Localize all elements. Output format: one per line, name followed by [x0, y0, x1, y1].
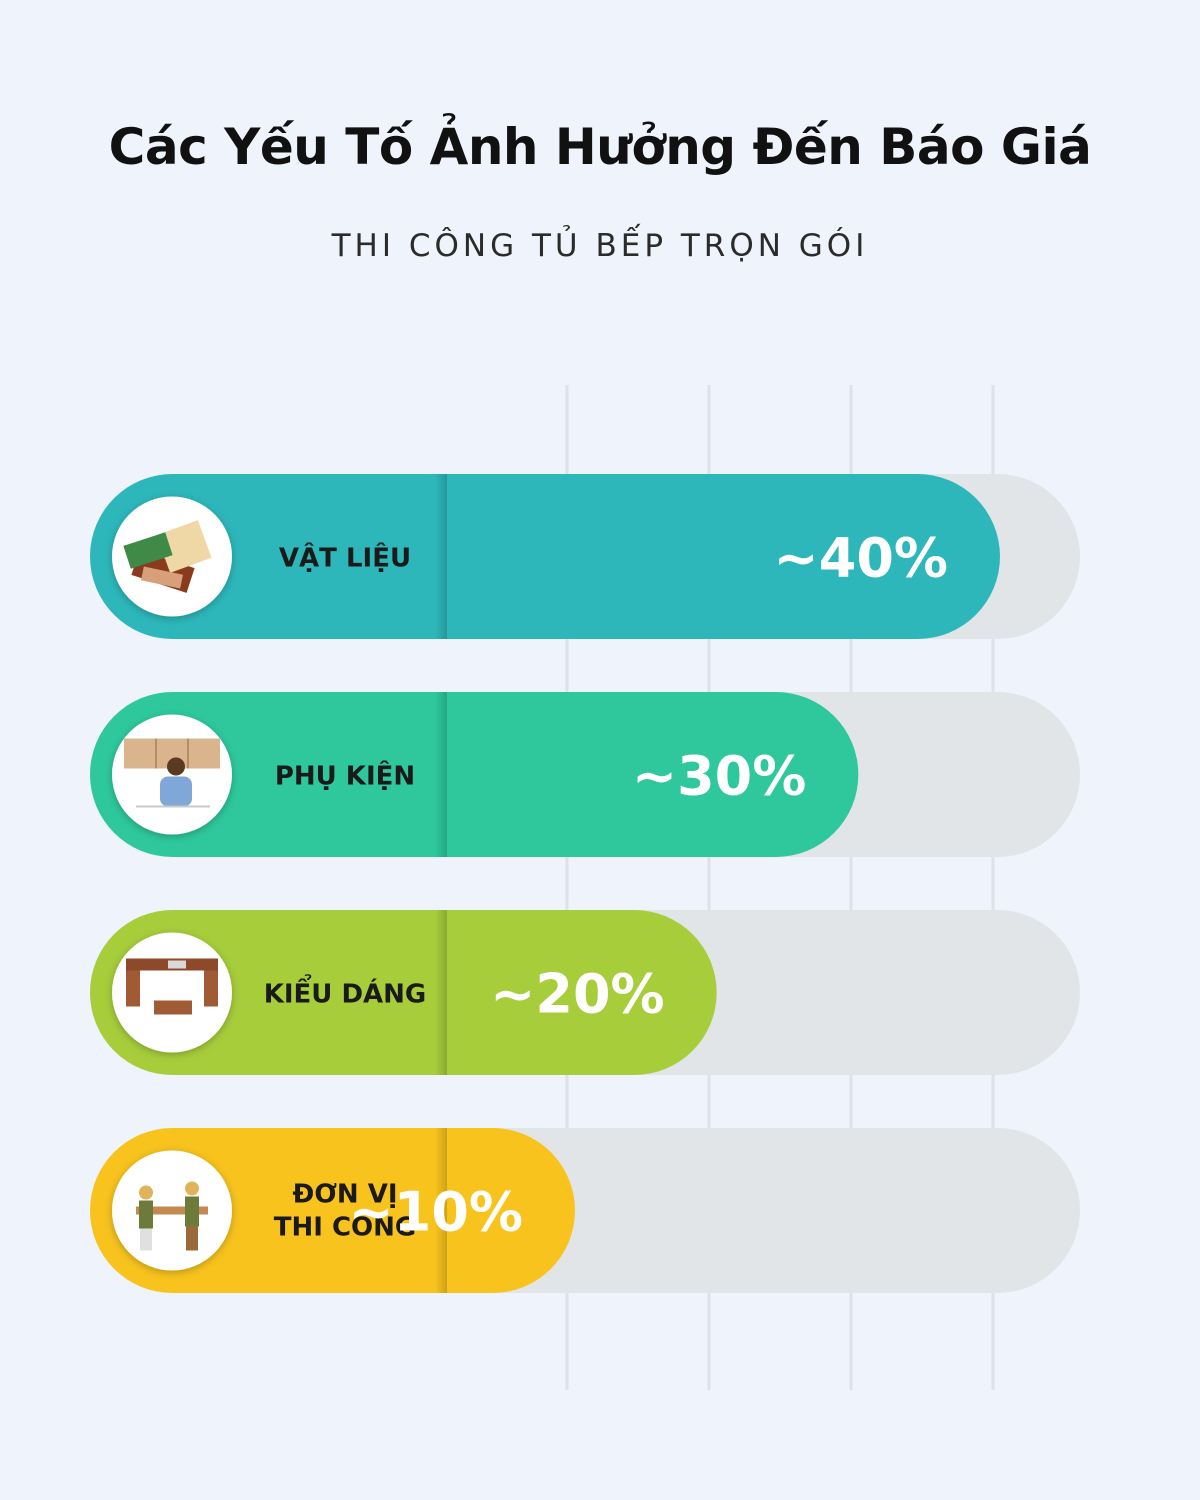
construction-workers-icon — [112, 1150, 232, 1271]
bar-row: VẬT LIỆU ~40% — [90, 474, 1080, 639]
bar-fill — [90, 474, 1000, 639]
value-label: ~10% — [349, 1181, 524, 1244]
value-label: ~30% — [632, 745, 807, 808]
category-label: ĐƠN VỊ THI CÔNG — [274, 1180, 417, 1243]
value-label: ~40% — [774, 527, 949, 590]
category-label: VẬT LIỆU — [279, 542, 411, 574]
value-label: ~20% — [490, 963, 665, 1026]
bar-divider-shadow — [435, 910, 447, 1075]
bar-divider-shadow — [435, 1128, 447, 1293]
category-label: KIỂU DÁNG — [264, 973, 427, 1010]
bar-fill — [90, 910, 717, 1075]
bar-fill — [90, 692, 859, 857]
bar-divider-shadow — [435, 474, 447, 639]
bar-row: PHỤ KIỆN ~30% — [90, 692, 1080, 857]
bar-row: KIỂU DÁNG ~20% — [90, 910, 1080, 1075]
bar-row: ĐƠN VỊ THI CÔNG~10% — [90, 1128, 1080, 1293]
page-subtitle: THI CÔNG TỦ BẾP TRỌN GÓI — [331, 228, 869, 264]
bar-divider-shadow — [435, 692, 447, 857]
woman-installing-cabinet-icon — [112, 714, 232, 835]
page-title: Các Yếu Tố Ảnh Hưởng Đến Báo Giá — [108, 118, 1092, 176]
category-label: PHỤ KIỆN — [275, 760, 415, 792]
kitchen-layout-icon — [112, 932, 232, 1053]
materials-swatches-icon — [112, 496, 232, 617]
